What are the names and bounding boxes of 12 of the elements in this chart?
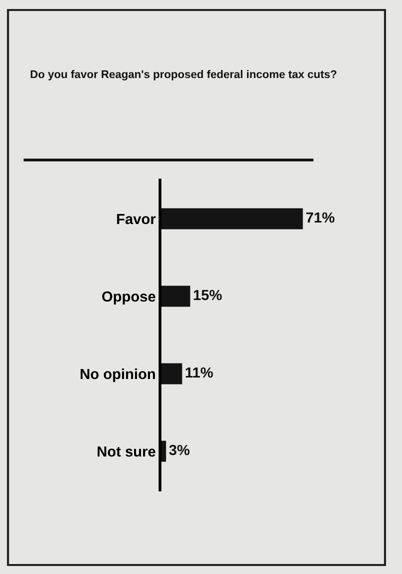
data-label: 3% [169,444,190,456]
bar [160,208,303,230]
bar [160,363,182,384]
y-tick-label: Oppose [102,291,156,305]
chart-title: Do you favor Reagan's proposed federal income tax cuts? [30,70,336,80]
data-label: 71% [306,212,334,223]
y-tick-label: No opinion [80,368,155,382]
data-label: 11% [186,367,213,378]
data-label: 15% [194,290,222,300]
bar [160,286,190,307]
y-tick-label: Favor [117,214,156,224]
y-tick-label: Not sure [98,446,156,457]
